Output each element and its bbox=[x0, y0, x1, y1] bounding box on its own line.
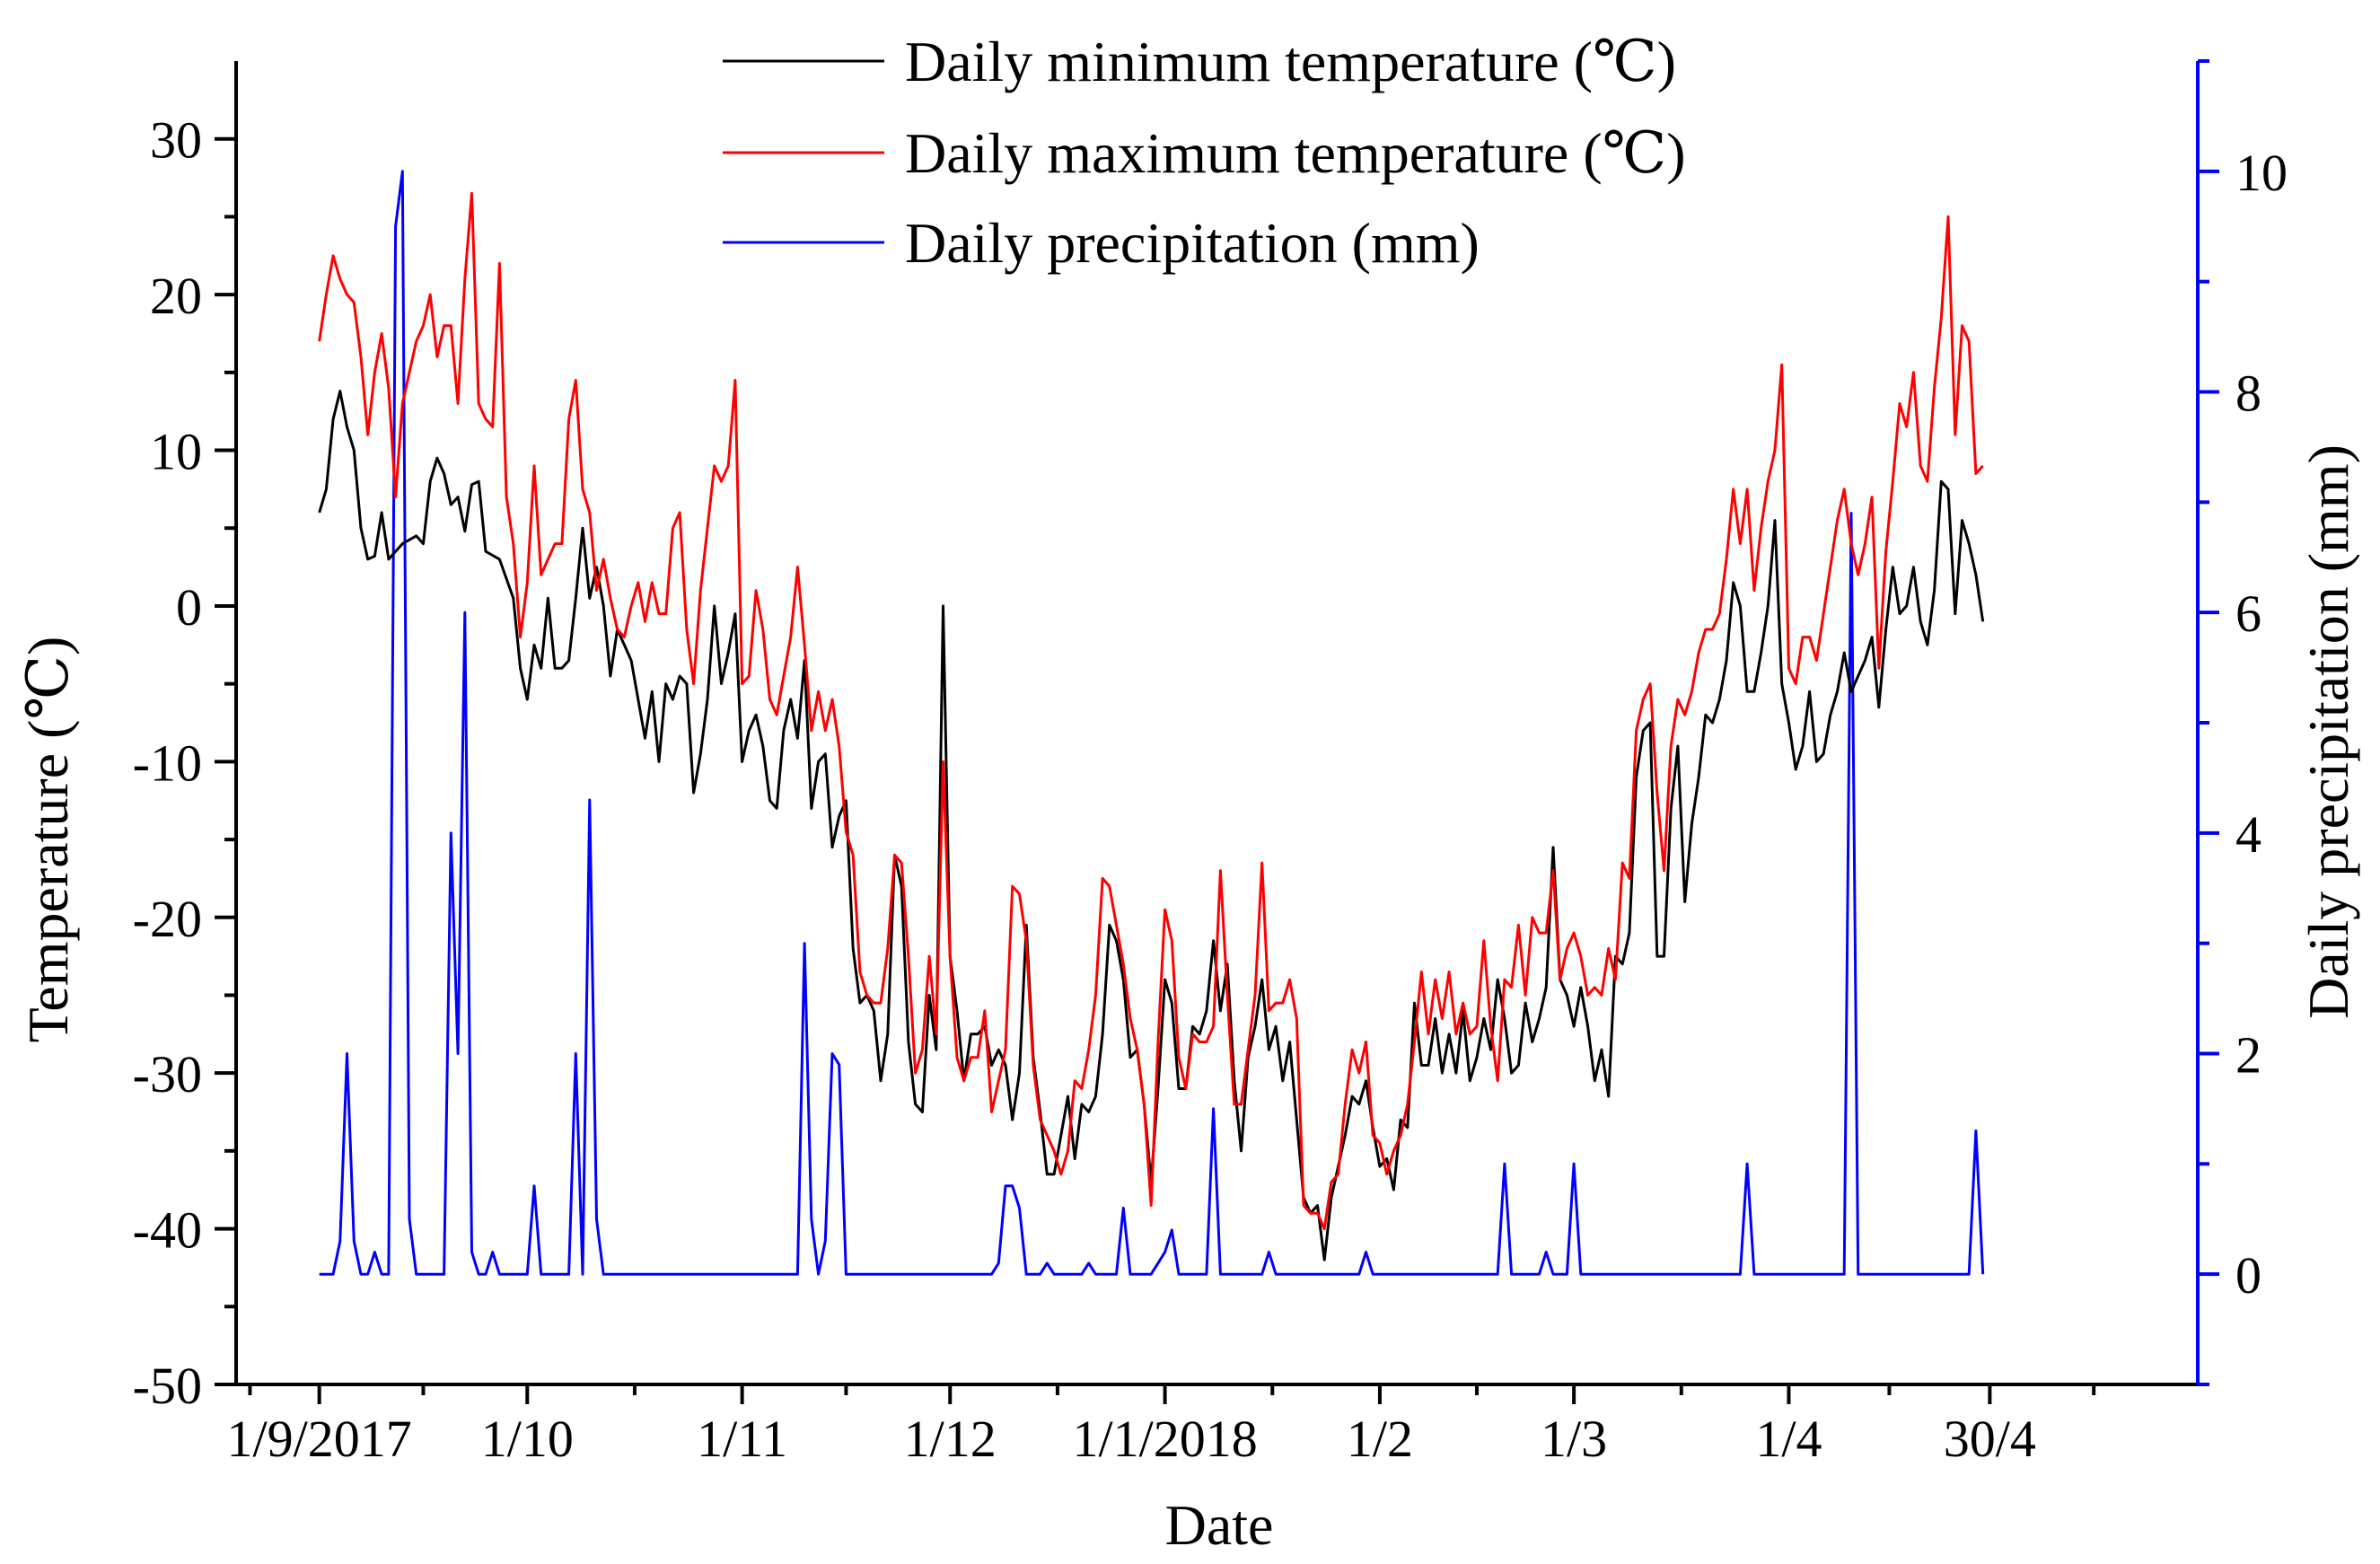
y-tick-label: -20 bbox=[133, 890, 202, 948]
series-max-temp bbox=[318, 191, 1984, 1231]
x-tick-label: 1/3 bbox=[1541, 1410, 1607, 1468]
x-tick-label: 30/4 bbox=[1944, 1410, 2036, 1468]
x-tick-label: 1/1/2018 bbox=[1072, 1410, 1257, 1468]
y-axis-title: Temperature (℃) bbox=[16, 637, 80, 1043]
y-tick-label: 20 bbox=[150, 267, 202, 325]
y2-tick-label: 8 bbox=[2235, 365, 2261, 423]
y-tick-label: 10 bbox=[150, 423, 202, 481]
x-tick-label: 1/9/2017 bbox=[227, 1410, 412, 1468]
y2-axis-title: Daily precipitation (mm) bbox=[2297, 444, 2360, 1019]
y-tick-label: -30 bbox=[133, 1045, 202, 1103]
y-tick-label: -40 bbox=[133, 1201, 202, 1260]
series-layer bbox=[318, 170, 1985, 1276]
y2-tick-label: 6 bbox=[2235, 584, 2261, 643]
y-tick-label: 0 bbox=[176, 578, 202, 637]
y2-tick-label: 2 bbox=[2235, 1026, 2261, 1085]
series-min-temp bbox=[318, 390, 1985, 1261]
x-tick-label: 1/11 bbox=[697, 1410, 787, 1468]
y2-tick-label: 4 bbox=[2235, 805, 2261, 864]
series-precipitation bbox=[319, 170, 1985, 1276]
x-axis-title: Date bbox=[1165, 1493, 1274, 1557]
legend-label-min-temp: Daily minimum temperature (℃) bbox=[905, 30, 1676, 93]
legend: Daily minimum temperature (℃) Daily maxi… bbox=[723, 30, 1686, 275]
x-tick-label: 1/2 bbox=[1347, 1410, 1413, 1468]
y2-tick-label: 0 bbox=[2235, 1246, 2261, 1305]
y-tick-label: 30 bbox=[150, 111, 202, 170]
x-tick-label: 1/4 bbox=[1755, 1410, 1822, 1468]
x-tick-label: 1/12 bbox=[904, 1410, 997, 1468]
y-tick-label: -50 bbox=[133, 1357, 202, 1415]
y-tick-label: -10 bbox=[133, 734, 202, 792]
y2-tick-label: 10 bbox=[2235, 144, 2288, 202]
x-tick-label: 1/10 bbox=[481, 1410, 574, 1468]
legend-label-max-temp: Daily maximum temperature (℃) bbox=[905, 121, 1686, 185]
legend-label-precipitation: Daily precipitation (mm) bbox=[905, 211, 1480, 275]
